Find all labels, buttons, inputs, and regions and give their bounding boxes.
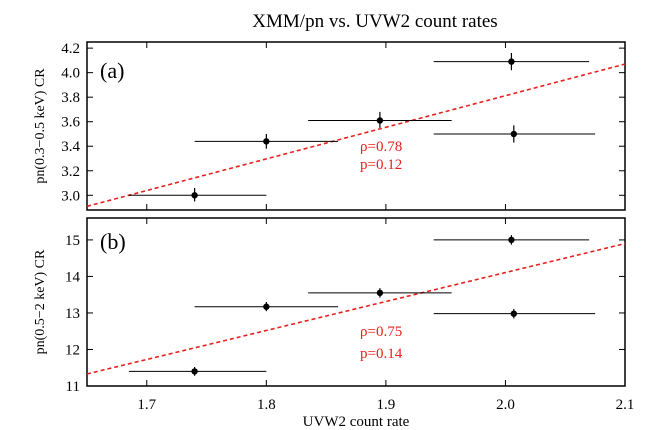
- y-axis-label: pn(0.5−2 keV) CR: [33, 249, 48, 354]
- x-axis-label: UVW2 count rate: [303, 414, 410, 430]
- data-point: [510, 130, 518, 138]
- data-point: [263, 303, 270, 310]
- y-tick-label: 4.0: [61, 66, 80, 82]
- plot-frame: [86, 41, 626, 211]
- x-tick-label: 2.1: [616, 397, 635, 413]
- fit-line: [87, 242, 625, 375]
- data-point: [376, 117, 384, 124]
- y-tick-label: 13: [65, 306, 80, 322]
- data-point: [191, 192, 198, 199]
- y-tick-label: 3.8: [61, 90, 80, 106]
- data-point: [263, 138, 270, 145]
- data-point: [191, 368, 198, 375]
- correlation-p: p=0.14: [360, 346, 403, 362]
- correlation-p: p=0.12: [360, 157, 402, 173]
- y-tick-label: 3.4: [61, 139, 80, 155]
- correlation-rho: ρ=0.75: [360, 324, 402, 340]
- x-tick-label: 1.7: [137, 397, 156, 413]
- data-point: [508, 236, 515, 244]
- x-tick-label: 1.9: [377, 397, 396, 413]
- correlation-rho: ρ=0.78: [360, 139, 402, 155]
- data-point: [508, 58, 515, 65]
- y-tick-label: 3.2: [61, 164, 80, 180]
- x-tick-label: 2.0: [496, 397, 515, 413]
- y-tick-label: 15: [65, 233, 80, 249]
- panel-b: 11 12 13 14 15 1.7 1.8 1.9 2.0 2.1 pn(0.5−2 keV) C…: [33, 217, 635, 430]
- x-tick-label: 1.8: [257, 397, 276, 413]
- plot-frame: [86, 217, 626, 387]
- panel-label: (a): [100, 58, 124, 83]
- y-axis-label: pn(0.3−0.5 keV) CR: [33, 68, 48, 184]
- y-tick-label: 3.6: [61, 115, 80, 131]
- y-tick-label: 12: [65, 342, 80, 358]
- y-tick-label: 3.0: [61, 188, 80, 204]
- panel-label: (b): [100, 229, 126, 254]
- panel-a: 3.0 3.2 3.4 3.6 3.8 4.0 4.2 pn(0.3−0.5 keV) CR (…: [33, 41, 626, 211]
- fit-line: [87, 63, 625, 208]
- y-tick-label: 14: [65, 269, 81, 285]
- y-tick-label: 11: [66, 379, 80, 395]
- data-point: [376, 289, 384, 297]
- chart-title: XMM/pn vs. UVW2 count rates: [252, 11, 497, 32]
- y-tick-label: 4.2: [61, 41, 80, 57]
- data-point: [510, 310, 518, 317]
